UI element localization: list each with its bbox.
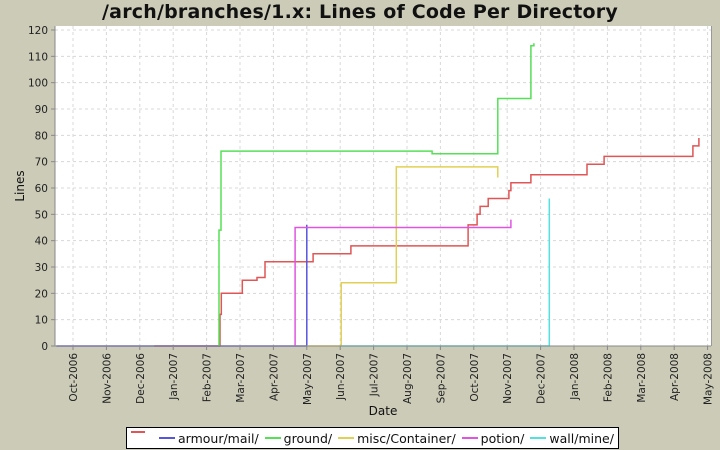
y-tick-label: 100 (28, 78, 48, 90)
series-line (218, 43, 535, 346)
legend-label: misc/Container/ (357, 430, 456, 446)
legend-label: potion/ (480, 430, 525, 446)
x-axis-label: Date (369, 404, 398, 418)
y-axis-label: Lines (13, 170, 27, 201)
x-tick-label: Feb-2008 (602, 353, 614, 402)
x-tick-label: Mar-2007 (235, 353, 247, 403)
x-tick-label: Feb-2007 (202, 353, 214, 402)
x-tick-label: Apr-2008 (669, 353, 681, 401)
legend-item: wall/mine/ (530, 431, 614, 446)
x-axis-ticks: Oct-2006 Nov-2006 Dec-2006 Jan-2007 Feb-2007… (68, 346, 715, 405)
y-tick-label: 10 (35, 315, 48, 327)
legend-swatch-icon (131, 431, 145, 433)
x-tick-label: Nov-2006 (101, 353, 113, 404)
legend-label: armour/mail/ (178, 430, 259, 446)
chart-legend: armour/mail/ground/misc/Container/potion… (126, 427, 619, 449)
chart-title: /arch/branches/1.x: Lines of Code Per Di… (102, 1, 618, 23)
y-tick-label: 50 (35, 209, 48, 221)
series-line (294, 219, 512, 346)
plot-area (55, 26, 711, 346)
gridlines (55, 26, 711, 346)
x-tick-label: Oct-2006 (68, 353, 80, 402)
x-tick-label: Jul-2007 (369, 353, 381, 397)
series-line (154, 138, 700, 347)
y-tick-label: 90 (35, 104, 48, 116)
x-tick-label: Dec-2007 (536, 353, 548, 404)
y-tick-label: 20 (35, 288, 48, 300)
y-tick-label: 80 (35, 130, 48, 142)
y-tick-label: 60 (35, 183, 48, 195)
legend-item: ground/ (264, 430, 333, 446)
x-tick-label: Jan-2007 (168, 353, 180, 401)
x-tick-label: Dec-2006 (135, 353, 147, 404)
y-tick-label: 0 (41, 341, 48, 353)
x-tick-label: Oct-2007 (469, 353, 481, 402)
y-tick-label: 40 (35, 236, 48, 248)
legend-item (131, 431, 153, 439)
y-tick-label: 30 (35, 262, 48, 274)
legend-swatch-icon (530, 437, 547, 439)
legend-swatch-icon (264, 437, 281, 439)
x-tick-label: Apr-2007 (268, 353, 280, 401)
legend-swatch-icon (159, 437, 175, 439)
y-axis-ticks: 0 10 20 30 40 50 60 70 80 90 100 110 120 (28, 25, 55, 353)
legend-label: ground/ (283, 430, 333, 446)
legend-item: misc/Container/ (338, 431, 456, 446)
x-tick-label: Jun-2007 (335, 353, 347, 401)
legend-swatch-icon (461, 437, 478, 439)
y-tick-label: 110 (28, 51, 48, 63)
legend-label: wall/mine/ (549, 430, 614, 446)
legend-swatch-icon (338, 437, 355, 439)
y-tick-label: 70 (35, 157, 48, 169)
x-tick-label: May-2008 (703, 353, 715, 405)
legend-item: potion/ (461, 430, 525, 446)
x-tick-label: Nov-2007 (502, 353, 514, 404)
x-tick-label: Jan-2008 (569, 353, 581, 401)
x-tick-label: Aug-2007 (402, 353, 414, 404)
x-tick-label: Sep-2007 (435, 353, 447, 403)
y-tick-label: 120 (28, 25, 48, 37)
legend-item: armour/mail/ (159, 431, 259, 446)
x-tick-label: Mar-2008 (636, 353, 648, 403)
x-tick-label: May-2007 (302, 353, 314, 405)
